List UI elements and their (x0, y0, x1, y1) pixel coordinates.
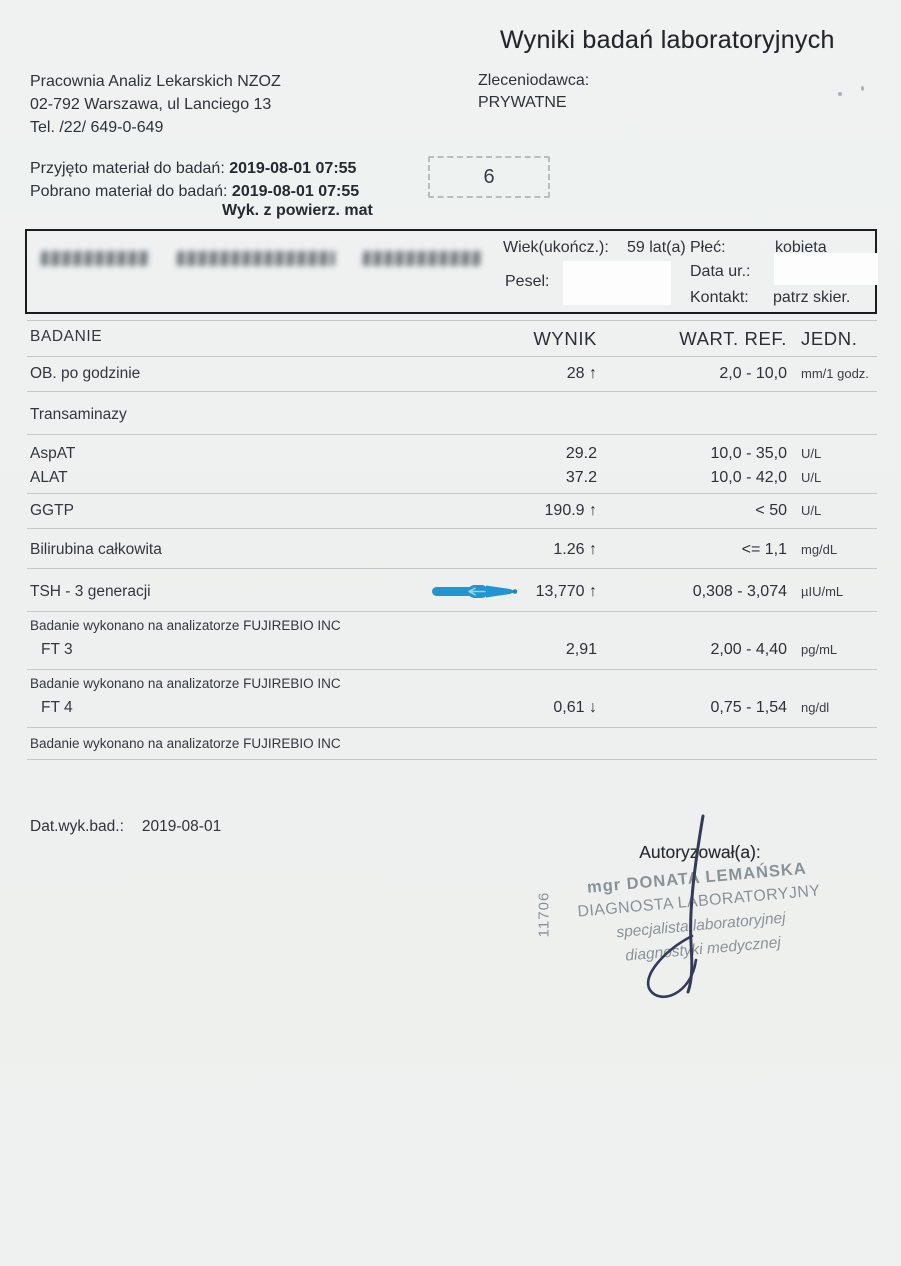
test-name: TSH - 3 generacji (30, 583, 151, 600)
patient-pesel-label: Pesel: (505, 273, 550, 290)
intake-collected-value: 2019-08-01 07:55 (231, 183, 360, 200)
header-result: WYNIK (533, 328, 597, 349)
intake-received-value: 2019-08-01 07:55 (229, 160, 357, 177)
test-name: FT 3 (41, 641, 73, 658)
patient-contact-value: patrz skier. (773, 289, 851, 306)
patient-age-label: Wiek(ukończ.): (503, 239, 609, 256)
test-name: GGTP (30, 502, 74, 519)
table-row: FT 3 2,91 2,00 - 4,40 pg/mL (27, 635, 877, 659)
result-block: Bilirubina całkowita 1.26 ↑ <= 1,1 mg/dL (27, 529, 877, 569)
test-ref: 10,0 - 42,0 (710, 469, 788, 486)
test-name: FT 4 (41, 699, 73, 716)
test-result: 29.2 (565, 445, 597, 462)
test-name: AspAT (30, 445, 76, 462)
test-result: 1.26 ↑ (553, 541, 597, 558)
result-block: Badanie wykonano na analizatorze FUJIREB… (27, 670, 877, 728)
test-ref: < 50 (755, 502, 787, 519)
authorized-by-label: Autoryzował(a): (639, 842, 761, 862)
table-row: AspAT 29.2 10,0 - 35,0 U/L (27, 435, 877, 463)
results-table-header: BADANIE WYNIK WART. REF. JEDN. (27, 320, 877, 357)
lab-phone: Tel. /22/ 649-0-649 (30, 119, 164, 136)
test-result: 190.9 ↑ (544, 502, 597, 519)
table-row: Bilirubina całkowita 1.26 ↑ <= 1,1 mg/dL (27, 529, 877, 568)
intake-note: Wyk. z powierz. mat (222, 202, 373, 219)
lab-name: Pracownia Analiz Lekarskich NZOZ (30, 73, 281, 90)
highlight-arrow-annotation (432, 585, 518, 598)
test-result: 0,61 ↓ (553, 699, 597, 716)
test-result: 2,91 (565, 641, 597, 658)
analyzer-note: Badanie wykonano na analizatorze FUJIREB… (30, 618, 341, 633)
test-name: OB. po godzinie (30, 365, 141, 382)
result-block-tsh: TSH - 3 generacji 13,770 ↑ 0,308 - 3,074… (27, 569, 877, 612)
test-name: Bilirubina całkowita (30, 541, 162, 558)
test-unit: mm/1 godz. (801, 366, 869, 381)
intake-collected-line: Pobrano materiał do badań: 2019-08-01 07… (30, 180, 359, 203)
section-block: Transaminazy (27, 392, 877, 435)
patient-info-box: Wiek(ukończ.): 59 lat(a) Płeć: kobieta P… (25, 229, 878, 314)
test-ref: <= 1,1 (741, 541, 787, 558)
sample-number: 6 (483, 165, 495, 188)
analyzer-note: Badanie wykonano na analizatorze FUJIREB… (30, 736, 341, 751)
patient-sex-label: Płeć: (690, 239, 726, 256)
analyzer-note: Badanie wykonano na analizatorze FUJIREB… (30, 676, 341, 691)
client-value: PRYWATNE (478, 94, 567, 111)
test-result: 37.2 (565, 469, 597, 486)
lab-address-block: Pracownia Analiz Lekarskich NZOZ 02-792 … (30, 70, 281, 139)
section-label: Transaminazy (30, 406, 127, 423)
test-result: 28 ↑ (566, 365, 597, 382)
handwritten-signature (646, 814, 705, 999)
result-block: AspAT 29.2 10,0 - 35,0 U/L ALAT 37.2 10,… (27, 435, 877, 494)
patient-age-value: 59 lat(a) (627, 239, 686, 256)
table-row: TSH - 3 generacji 13,770 ↑ 0,308 - 3,074… (27, 569, 877, 611)
result-block: Badanie wykonano na analizatorze FUJIREB… (27, 612, 877, 670)
birthdate-value-blank (774, 253, 878, 285)
execution-date-value: 2019-08-01 (141, 818, 222, 835)
test-unit: µIU/mL (801, 584, 844, 599)
header-unit: JEDN. (801, 328, 858, 349)
table-row: OB. po godzinie 28 ↑ 2,0 - 10,0 mm/1 god… (27, 357, 877, 391)
test-ref: 10,0 - 35,0 (710, 445, 788, 462)
result-block: GGTP 190.9 ↑ < 50 U/L (27, 494, 877, 529)
intake-received-label: Przyjęto materiał do badań: (30, 160, 225, 177)
intake-block: Przyjęto materiał do badań: 2019-08-01 0… (30, 157, 359, 203)
test-ref: 0,75 - 1,54 (710, 699, 788, 716)
scan-artifact (861, 86, 864, 91)
pesel-value-blank (563, 261, 671, 305)
patient-contact-label: Kontakt: (690, 289, 749, 306)
patient-name-redacted (40, 245, 482, 271)
test-name: ALAT (30, 469, 68, 486)
test-unit: U/L (801, 470, 822, 485)
test-unit: ng/dl (801, 700, 830, 715)
sample-number-box: 6 (428, 156, 550, 198)
table-row: GGTP 190.9 ↑ < 50 U/L (27, 494, 877, 528)
patient-birth-label: Data ur.: (690, 263, 751, 280)
test-ref: 2,0 - 10,0 (719, 365, 787, 382)
test-ref: 0,308 - 3,074 (692, 583, 787, 600)
scan-artifact (838, 92, 842, 96)
patient-sex-value: kobieta (775, 239, 827, 256)
result-block: OB. po godzinie 28 ↑ 2,0 - 10,0 mm/1 god… (27, 357, 877, 392)
test-unit: U/L (801, 446, 822, 461)
header-ref: WART. REF. (679, 328, 787, 349)
results-table: BADANIE WYNIK WART. REF. JEDN. OB. po go… (27, 320, 877, 760)
client-label: Zleceniodawca: (478, 72, 590, 89)
table-row: ALAT 37.2 10,0 - 42,0 U/L (27, 463, 877, 487)
test-unit: mg/dL (801, 542, 838, 557)
stamp-number: 11706 (535, 891, 553, 938)
table-row: FT 4 0,61 ↓ 0,75 - 1,54 ng/dl (27, 693, 877, 717)
test-unit: U/L (801, 503, 822, 518)
client-block: Zleceniodawca: PRYWATNE (478, 70, 589, 114)
lab-address: 02-792 Warszawa, ul Lanciego 13 (30, 96, 272, 113)
note-block: Badanie wykonano na analizatorze FUJIREB… (27, 728, 877, 760)
intake-received-line: Przyjęto materiał do badań: 2019-08-01 0… (30, 157, 359, 180)
test-unit: pg/mL (801, 642, 838, 657)
test-result: 13,770 ↑ (535, 583, 597, 600)
page-title: Wyniki badań laboratoryjnych (500, 26, 835, 54)
test-ref: 2,00 - 4,40 (710, 641, 788, 658)
execution-date-label: Dat.wyk.bad.: (30, 818, 124, 835)
execution-date-line: Dat.wyk.bad.: 2019-08-01 (30, 818, 221, 836)
header-test: BADANIE (30, 328, 103, 345)
intake-collected-label: Pobrano materiał do badań: (30, 183, 228, 200)
